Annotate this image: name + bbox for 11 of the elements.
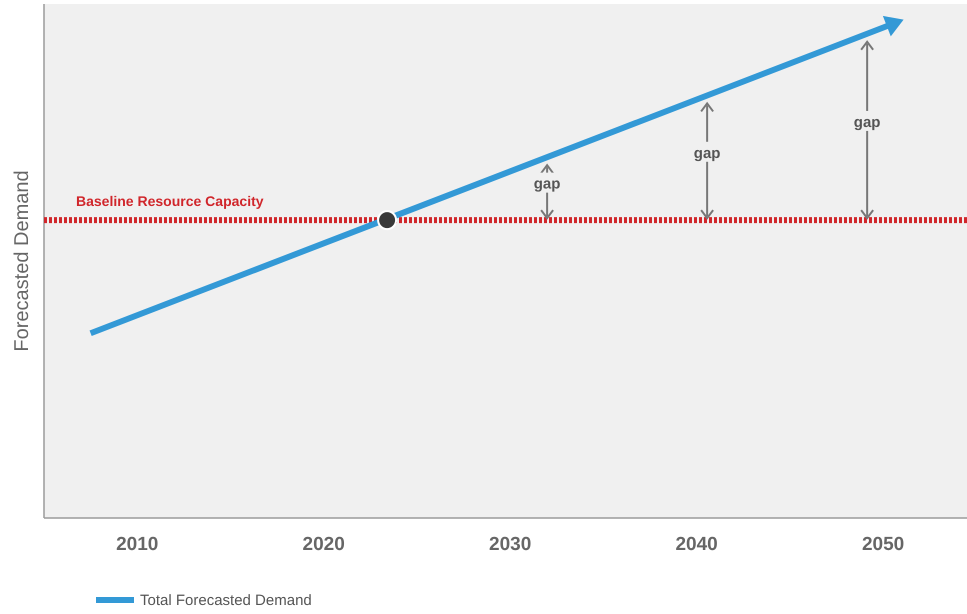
legend-label: Total Forecasted Demand [140, 592, 312, 609]
x-tick-label: 2020 [302, 534, 345, 555]
annotation: gap [534, 176, 560, 193]
x-tick-label: 2040 [675, 534, 718, 555]
y-axis-title: Forecasted Demand [11, 170, 33, 352]
x-tick-label: 2050 [862, 534, 904, 555]
x-tick-label: 2030 [489, 534, 532, 555]
ref-line-label: Baseline Resource Capacity [76, 193, 264, 210]
x-tick-label: 2010 [116, 534, 158, 555]
annotation: gap [854, 114, 880, 131]
annotation: gap [694, 144, 720, 162]
